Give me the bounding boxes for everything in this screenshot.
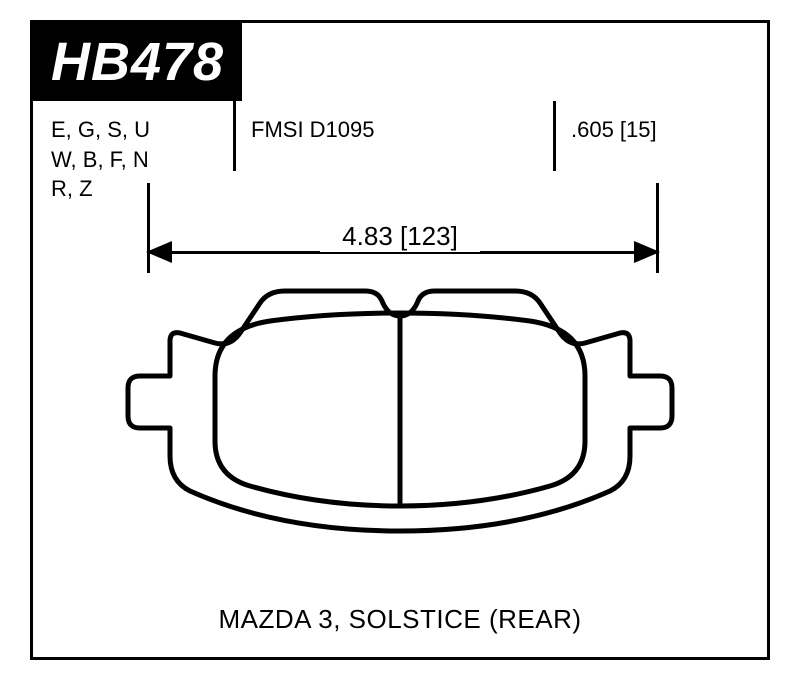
- thickness-value: .605 [15]: [571, 117, 657, 142]
- part-number: HB478: [51, 32, 224, 92]
- title-bar: HB478: [33, 23, 242, 101]
- compound-codes-cell: E, G, S, U W, B, F, N R, Z: [33, 115, 233, 211]
- compound-line-3: R, Z: [51, 174, 215, 204]
- compound-line-2: W, B, F, N: [51, 145, 215, 175]
- thickness-cell: .605 [15]: [553, 115, 767, 211]
- fmsi-value: FMSI D1095: [251, 117, 375, 142]
- compound-line-1: E, G, S, U: [51, 115, 215, 145]
- width-dimension: 4.83 [123]: [320, 221, 480, 252]
- fmsi-cell: FMSI D1095: [233, 115, 553, 211]
- brake-pad-drawing: [33, 281, 767, 561]
- extension-line-right: [656, 183, 659, 273]
- brake-pad-svg: [120, 281, 680, 541]
- extension-line-left: [147, 183, 150, 273]
- spec-sheet: HB478 E, G, S, U W, B, F, N R, Z FMSI D1…: [30, 20, 770, 660]
- application-label: MAZDA 3, SOLSTICE (REAR): [33, 604, 767, 635]
